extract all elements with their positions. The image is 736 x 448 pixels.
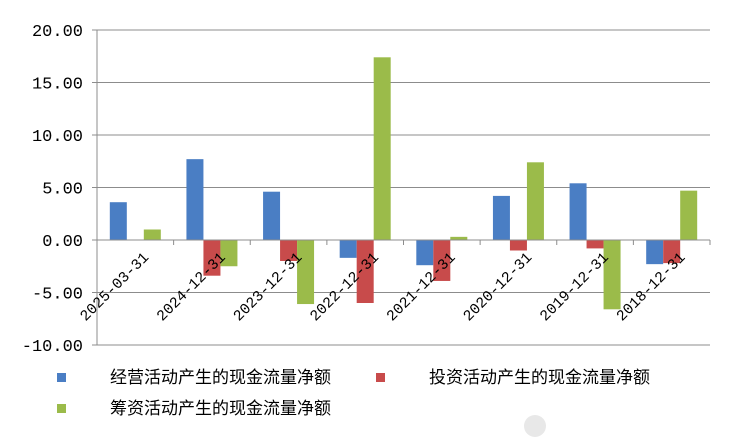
y-tick-label: -10.00 [22,338,83,357]
watermark-logo-icon [524,415,546,437]
bar-series1-2019-12-31 [569,183,587,240]
y-tick-label: 10.00 [32,128,83,147]
y-tick-label: 20.00 [32,23,83,42]
legend-label: 投资活动产生的现金流量净额 [429,368,650,388]
bar-series3-2024-12-31 [220,240,238,267]
bar-series1-2025-03-31 [109,202,127,240]
x-tick-label: 2020-12-31 [460,250,536,326]
axes [96,30,711,345]
x-tick-labels: 2025-03-31 2024-12-31 2023-12-31 2022-12-31… [77,250,689,326]
bar-series2-2022-12-31 [356,240,374,303]
y-tick-label: 15.00 [32,76,83,95]
bar-series1-2021-12-31 [416,240,434,266]
watermark: 雪球：转债节度使 [524,415,697,438]
bar-series1-2024-12-31 [186,159,204,240]
x-tick-label: 2025-03-31 [77,250,153,326]
y-tick-labels: 20.00 15.00 10.00 5.00 0.00 -5.00 -10.00 [22,23,83,357]
bar-series1-2018-12-31 [646,240,664,265]
legend-swatch [376,373,385,382]
x-tick-label: 2024-12-31 [154,250,230,326]
watermark-text: 雪球：转债节度使 [552,416,697,438]
bar-series2-2020-12-31 [509,240,527,251]
bar-series3-2025-03-31 [143,229,161,240]
bar-series2-2019-12-31 [586,240,604,249]
y-tick-label: 0.00 [42,233,83,252]
legend-label: 经营活动产生的现金流量净额 [110,368,331,388]
bar-series2-2021-12-31 [433,240,451,281]
x-tick-label: 2019-12-31 [537,250,613,326]
y-tick-label: 5.00 [42,181,83,200]
bar-series1-2022-12-31 [339,240,357,258]
legend-swatch [57,373,66,382]
bar-series1-2023-12-31 [263,191,281,240]
bar-series1-2020-12-31 [492,195,510,240]
bars [109,57,698,310]
x-tick-label: 2023-12-31 [230,250,306,326]
bar-series3-2019-12-31 [603,240,621,310]
bar-series2-2023-12-31 [280,240,298,261]
bar-series2-2018-12-31 [663,240,681,264]
bar-series3-2023-12-31 [297,240,315,305]
bar-series3-2020-12-31 [526,162,544,240]
bar-series3-2018-12-31 [680,190,698,240]
bar-series3-2022-12-31 [373,57,391,240]
bar-series3-2021-12-31 [450,236,468,240]
legend-swatch [57,404,66,413]
legend-label: 筹资活动产生的现金流量净额 [110,399,331,419]
bar-series2-2024-12-31 [203,240,221,276]
y-tick-label: -5.00 [32,286,83,305]
